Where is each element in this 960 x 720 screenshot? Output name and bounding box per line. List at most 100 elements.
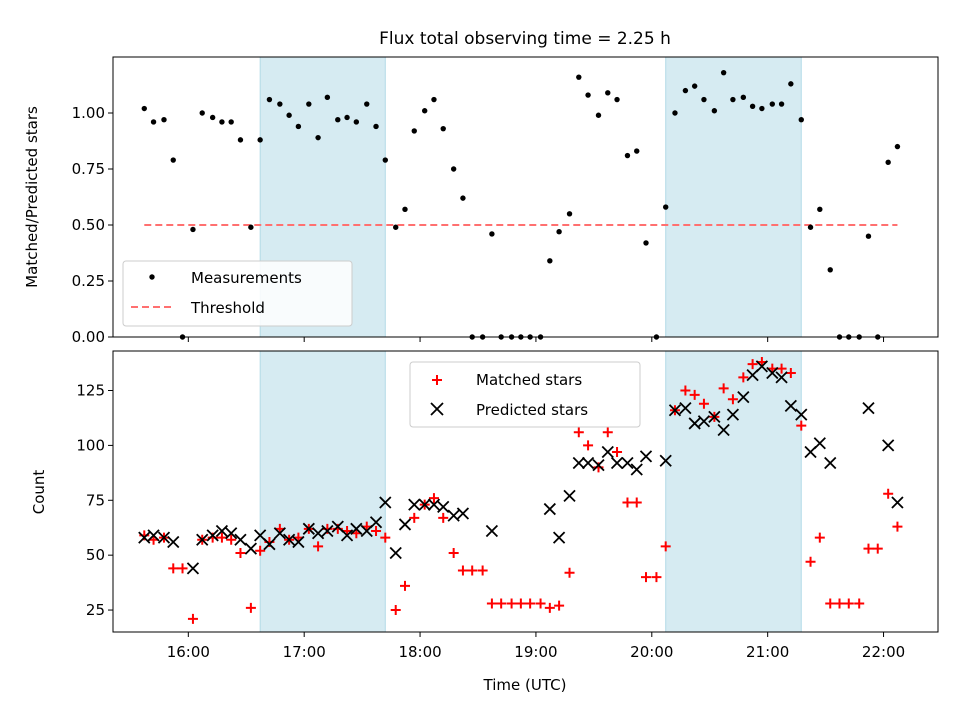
measurement-point [373, 123, 379, 130]
top-legend: Measurements Threshold [122, 260, 353, 327]
y-tick-label: 0.25 [72, 272, 105, 290]
matched-star-point [834, 598, 845, 609]
measurement-point [257, 137, 263, 143]
measurement-point [691, 83, 698, 89]
measurement-point [150, 119, 157, 125]
matched-star-point [496, 598, 507, 609]
bottom-chart-panel: 25 50 75 100 125 16:00 17:00 18:00 19:00 20:00 21… [30, 350, 939, 694]
measurement-point [440, 125, 446, 132]
matched-star-point [168, 563, 179, 574]
matched-star-point [515, 598, 526, 609]
predicted-star-point [630, 463, 643, 476]
legend-measurements-label: Measurements [191, 269, 302, 287]
legend-predicted-label: Predicted stars [476, 401, 588, 419]
predicted-star-point [679, 401, 692, 415]
measurement-point [364, 101, 370, 107]
predicted-star-point [485, 524, 499, 538]
matched-star-point [680, 385, 691, 396]
matched-star-point [854, 598, 865, 609]
measurement-point [306, 101, 312, 107]
measurement-point [170, 157, 176, 163]
predicted-star-point [621, 456, 634, 470]
measurement-point [711, 108, 718, 114]
predicted-star-point [389, 546, 402, 560]
predicted-star-point [592, 459, 605, 472]
predicted-star-point [795, 408, 808, 421]
matched-star-point [843, 598, 854, 609]
legend-matched-label: Matched stars [476, 371, 582, 389]
bottom-x-ticks: 16:00 17:00 18:00 19:00 20:00 21:00 22:00 [167, 632, 905, 661]
measurement-point [740, 94, 747, 101]
measurement-point [643, 240, 649, 246]
bottom-y-ticks: 25 50 75 100 125 [76, 382, 113, 619]
matched-star-point [727, 394, 738, 405]
matched-star-point [177, 563, 188, 574]
measurement-point [393, 224, 399, 230]
matched-star-point [631, 497, 642, 508]
predicted-star-point [775, 371, 788, 384]
y-tick-label: 0.00 [72, 328, 105, 346]
matched-star-point [467, 565, 478, 576]
predicted-star-point [157, 531, 171, 544]
predicted-star-point [244, 542, 258, 555]
matched-star-point [825, 598, 836, 609]
predicted-star-point [398, 518, 412, 531]
top-chart-panel: 0.00 0.25 0.50 0.75 1.00 Matched/Predicted s… [23, 56, 939, 346]
legend-threshold-label: Threshold [190, 299, 265, 317]
measurement-point [634, 148, 640, 154]
predicted-star-point [726, 408, 740, 421]
matched-star-point [438, 512, 449, 523]
matched-star-point [216, 532, 227, 543]
matched-star-point [226, 534, 237, 545]
measurement-point [663, 204, 669, 210]
measurement-point [817, 206, 823, 213]
measurement-point [566, 211, 573, 217]
predicted-star-point [882, 439, 895, 452]
predicted-stars-points [138, 360, 904, 575]
measurement-point [460, 195, 466, 201]
measurement-point [295, 123, 302, 130]
predicted-star-point [668, 404, 682, 417]
measurement-point [865, 233, 872, 239]
measurement-point [209, 114, 216, 121]
matched-star-point [245, 602, 256, 613]
measurement-point [624, 152, 631, 159]
measurement-point [421, 108, 428, 114]
y-tick-label: 0.75 [72, 160, 105, 178]
predicted-star-point [282, 533, 296, 546]
measurement-point [431, 96, 437, 103]
measurement-point [759, 105, 765, 112]
predicted-star-point [408, 498, 421, 511]
predicted-star-point [234, 533, 247, 546]
predicted-star-point [610, 456, 624, 470]
matched-star-point [535, 598, 546, 609]
matched-star-point [641, 572, 652, 583]
matched-star-point [785, 367, 796, 378]
predicted-star-point [697, 415, 711, 428]
y-tick-label: 50 [86, 546, 105, 564]
y-tick-label: 100 [76, 436, 105, 454]
measurement-point [402, 206, 408, 213]
top-axes-frame [112, 56, 939, 338]
predicted-star-point [418, 498, 431, 511]
predicted-star-point [273, 527, 286, 540]
x-tick-label: 20:00 [630, 643, 673, 661]
matched-star-point [255, 545, 266, 556]
predicted-star-point [824, 456, 837, 470]
matched-star-point [602, 427, 613, 438]
predicted-star-point [350, 522, 363, 535]
measurement-point [199, 110, 205, 116]
predicted-star-point [447, 509, 460, 522]
measurement-point [286, 112, 292, 118]
matched-star-point [805, 556, 816, 567]
predicted-star-point [891, 496, 904, 509]
measurement-point [547, 258, 553, 264]
predicted-star-point [717, 423, 730, 437]
measurement-point [248, 224, 254, 230]
y-tick-label: 1.00 [72, 104, 105, 122]
predicted-star-point [138, 531, 151, 544]
matched-star-point [747, 359, 758, 370]
measurement-point [450, 166, 457, 172]
shaded-region [259, 350, 386, 633]
y-tick-label: 0.50 [72, 216, 105, 234]
